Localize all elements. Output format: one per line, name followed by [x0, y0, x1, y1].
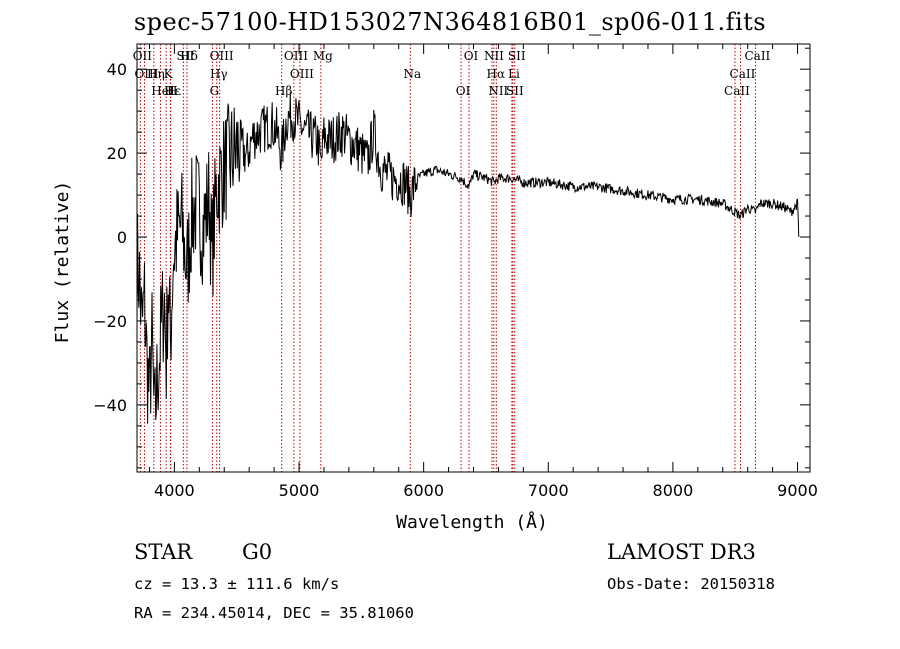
line-marker-label-4: OIII: [134, 67, 158, 81]
y-tick-label-4: 40: [107, 60, 127, 79]
y-tick-label-2: 0: [117, 228, 127, 247]
line-marker-label-16: Na: [403, 67, 421, 81]
object-class: STAR: [134, 540, 193, 564]
line-marker-label-0: Hδ: [180, 49, 198, 63]
spectrum-series: [136, 92, 800, 424]
line-marker-label-17: OI: [456, 84, 471, 98]
line-marker-label-21: NII: [484, 49, 504, 63]
line-marker-label-15: Mg: [313, 49, 333, 63]
line-marker-label-26: CaII: [724, 84, 750, 98]
line-marker-label-5: HeI: [151, 84, 174, 98]
line-marker-label-3: OII: [133, 49, 153, 63]
x-tick-label-4: 8000: [653, 481, 694, 500]
x-axis-label: Wavelength (Å): [396, 511, 548, 533]
y-tick-label-3: 20: [107, 144, 127, 163]
line-marker-label-18: OI: [464, 49, 479, 63]
line-marker-label-9: OIII: [210, 49, 234, 63]
plot-frame: [136, 43, 811, 473]
line-marker-label-20: SII: [506, 84, 524, 98]
axes: 4000 5000 6000 7000 8000 9000 −40 −20 0 20 40: [93, 43, 818, 500]
redshift-value: cz = 13.3 ± 111.6 km/s: [134, 575, 340, 593]
line-marker-label-2: Hε: [164, 84, 181, 98]
line-markers: [139, 44, 756, 472]
line-marker-label-25: CaII: [730, 67, 756, 81]
x-tick-label-3: 7000: [528, 481, 569, 500]
line-marker-label-19: Hα: [487, 67, 506, 81]
coordinates: RA = 234.45014, DEC = 35.81060: [134, 604, 414, 622]
line-marker-label-11: G: [210, 84, 220, 98]
object-subclass: G0: [242, 540, 273, 564]
y-tick-label-0: −40: [93, 396, 127, 415]
survey-name: LAMOST DR3: [607, 540, 756, 564]
line-marker-label-27: CaII: [744, 49, 770, 63]
x-tick-label-2: 6000: [403, 481, 444, 500]
line-marker-label-12: OIII: [284, 49, 308, 63]
y-axis-label: Flux (relative): [52, 181, 73, 344]
line-marker-label-10: Hγ: [210, 67, 228, 81]
line-marker-label-22: Li: [508, 67, 520, 81]
x-tick-label-5: 9000: [777, 481, 818, 500]
x-tick-label-0: 4000: [154, 481, 195, 500]
line-marker-label-24: SII: [508, 49, 526, 63]
spectrum-line: [136, 92, 800, 424]
obs-date: Obs-Date: 20150318: [607, 575, 775, 593]
line-marker-label-7: Hη: [147, 67, 165, 81]
x-tick-label-1: 5000: [279, 481, 320, 500]
y-tick-label-1: −20: [93, 312, 127, 331]
line-marker-label-13: OIII: [290, 67, 314, 81]
line-marker-label-8: H: [167, 84, 177, 98]
line-marker-label-6: SII: [177, 49, 195, 63]
line-marker-label-14: Hβ: [275, 84, 292, 98]
line-marker-label-23: NII: [488, 84, 508, 98]
chart-title: spec-57100-HD153027N364816B01_sp06-011.f…: [133, 8, 767, 36]
line-marker-label-1: K: [164, 67, 174, 81]
line-marker-labels: Hδ K Hε OII OIII HeI SII HηH OIII Hγ G OIII OIII Hβ Mg…: [133, 49, 771, 98]
